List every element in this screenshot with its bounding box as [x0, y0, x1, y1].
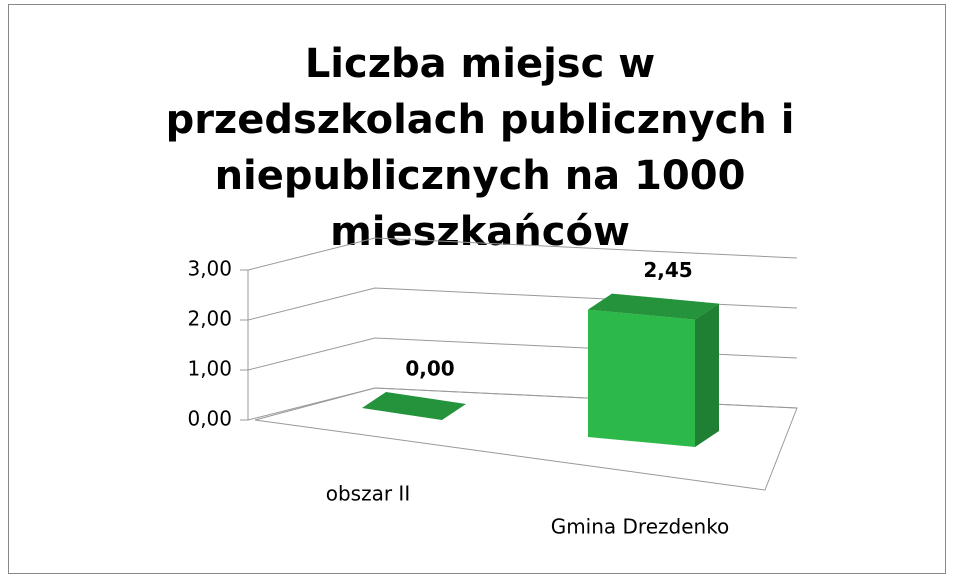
bar-top-shade [588, 293, 719, 320]
x-tick-label: Gmina Drezdenko [551, 515, 730, 539]
bar-top [588, 293, 719, 320]
grid-line [247, 237, 798, 271]
bar [362, 392, 466, 420]
chart-title: Liczba miejsc w przedszkolach publicznyc… [165, 41, 795, 255]
y-tick-label: 1,00 [187, 357, 232, 381]
bar [588, 293, 719, 447]
y-tick-label: 2,00 [187, 307, 232, 331]
y-tick-label: 3,00 [187, 257, 232, 281]
bar-side-shade [695, 303, 719, 447]
bar-side [695, 303, 719, 447]
bar-top-shade [362, 392, 466, 420]
chart-frame [8, 4, 946, 574]
value-label: 2,45 [643, 258, 692, 282]
value-label: 0,00 [405, 357, 454, 381]
x-tick-label: obszar II [326, 482, 410, 506]
y-tick-label: 0,00 [187, 407, 232, 431]
bar-front [588, 309, 695, 447]
bar-top [362, 392, 466, 420]
